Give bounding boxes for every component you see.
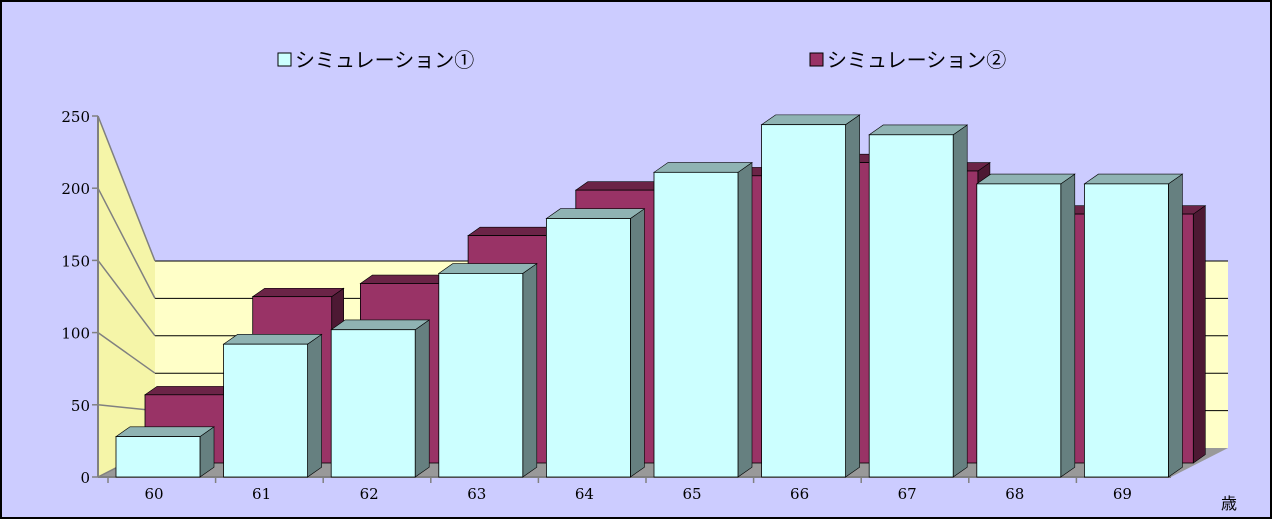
bar-series-1-front bbox=[976, 183, 1062, 478]
side-gridline bbox=[97, 187, 156, 299]
bar-series-1-side bbox=[307, 333, 322, 478]
x-tick-label: 61 bbox=[252, 485, 271, 503]
bar-series-1-side bbox=[1060, 173, 1076, 478]
bar-series-1 bbox=[545, 208, 646, 478]
bar-series-1-top bbox=[545, 208, 646, 219]
x-tick-label: 64 bbox=[575, 485, 594, 503]
legend-swatch-series-1 bbox=[277, 52, 292, 67]
y-tick-label: 50 bbox=[71, 397, 90, 415]
y-tick-label: 150 bbox=[61, 252, 90, 270]
side-gridline bbox=[97, 259, 156, 337]
bar-series-1-side bbox=[737, 161, 753, 478]
bar-series-1 bbox=[653, 161, 753, 478]
bar-series-1 bbox=[222, 333, 323, 478]
bar-series-2-top bbox=[467, 226, 561, 236]
bar-series-1-side bbox=[522, 263, 538, 478]
bar-series-1-front bbox=[653, 171, 739, 478]
x-tick-label: 66 bbox=[790, 485, 809, 503]
bar-series-2-top bbox=[144, 386, 237, 396]
bar-series-1-top bbox=[115, 426, 215, 437]
x-tick-label: 63 bbox=[467, 485, 486, 503]
bar-series-2-top bbox=[574, 181, 668, 191]
bar-series-1 bbox=[330, 319, 431, 478]
bar-series-1-top bbox=[330, 319, 431, 331]
bar-series-1-front bbox=[1084, 183, 1169, 478]
side-gridline bbox=[97, 331, 156, 374]
x-tick-label: 67 bbox=[898, 485, 917, 503]
bar-series-1-top bbox=[653, 162, 753, 173]
side-gridline bbox=[97, 115, 156, 262]
bar-series-1-top bbox=[437, 263, 538, 274]
bar-series-2-side bbox=[1193, 205, 1206, 464]
side-wall bbox=[98, 116, 155, 477]
legend-label-series-1: シミュレーション① bbox=[295, 48, 474, 72]
bar-series-2-top bbox=[251, 287, 345, 297]
bar-series-1 bbox=[760, 114, 861, 478]
y-tick-label: 250 bbox=[61, 108, 90, 126]
y-tick-label: 0 bbox=[80, 469, 90, 487]
legend-entry-series-2: シミュレーション② bbox=[809, 48, 1006, 72]
bar-series-1-top bbox=[1083, 173, 1184, 185]
bar-series-1-front bbox=[546, 218, 631, 478]
x-tick-labels: 60 61 62 63 64 65 66 67 68 69 bbox=[107, 477, 1132, 503]
x-tick-label: 60 bbox=[144, 485, 163, 503]
bar-series-1-top bbox=[760, 114, 861, 125]
bar-series-1-side bbox=[952, 124, 968, 478]
bar-series-1-side bbox=[1168, 173, 1183, 478]
bar-series-1-front bbox=[115, 436, 201, 478]
y-tick-label: 100 bbox=[61, 325, 90, 343]
bar-series-1-front bbox=[223, 343, 309, 478]
bar-series-1-top bbox=[222, 334, 323, 345]
bar-series-1 bbox=[1083, 173, 1184, 478]
bars bbox=[115, 114, 1207, 478]
bar-series-1-front bbox=[761, 124, 846, 478]
bar-series-1-front bbox=[438, 272, 524, 478]
bar-series-2-top bbox=[359, 274, 453, 284]
bar-series-1-side bbox=[845, 114, 860, 478]
bar-series-1-front bbox=[330, 329, 416, 478]
y-tick-label: 200 bbox=[61, 180, 90, 198]
y-tick-labels: 0 50 100 150 200 250 bbox=[61, 108, 90, 487]
legend-entry-series-1: シミュレーション① bbox=[277, 48, 474, 72]
x-tick-label: 65 bbox=[682, 485, 701, 503]
bar-series-1-top bbox=[975, 173, 1076, 185]
x-tick-label: 68 bbox=[1005, 485, 1024, 503]
bar-series-1-top bbox=[868, 124, 969, 136]
legend-label-series-2: シミュレーション② bbox=[827, 48, 1006, 72]
bar-series-1-front bbox=[868, 134, 954, 478]
x-tick-label: 62 bbox=[360, 485, 379, 503]
x-tick-label: 69 bbox=[1113, 485, 1132, 503]
x-axis-unit: 歳 bbox=[1221, 494, 1237, 513]
legend-swatch-series-2 bbox=[809, 52, 824, 67]
bar-series-1 bbox=[975, 173, 1076, 478]
bar-series-1-side bbox=[630, 208, 645, 478]
bar-series-1 bbox=[437, 263, 538, 478]
bar-series-1-side bbox=[414, 319, 430, 478]
bar-series-1 bbox=[115, 426, 215, 478]
legend: シミュレーション① シミュレーション② bbox=[277, 48, 1006, 72]
bar-series-1 bbox=[868, 124, 969, 478]
